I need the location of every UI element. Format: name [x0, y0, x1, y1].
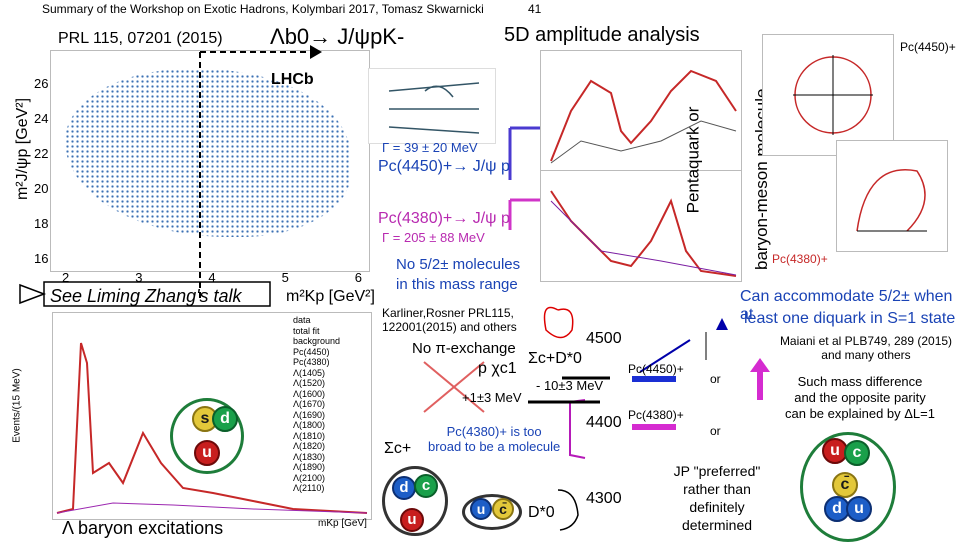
spectrum-legend: data total fit background Pc(4450) Pc(4380)… — [293, 315, 341, 493]
sigma-c-dstar: Σc+D*0 — [528, 350, 582, 367]
projection-plot-lower — [540, 170, 742, 282]
argand-plot-4380 — [836, 140, 948, 252]
no-molecules-line2: in this mass range — [396, 276, 518, 293]
quark-d-2: d — [392, 476, 416, 500]
or-1: or — [710, 372, 721, 386]
quark-cbar-3: c̄ — [492, 498, 514, 520]
no-molecules-line1: No 5/2± molecules — [396, 256, 521, 273]
pc4380-state: Pc(4380)+ — [628, 408, 684, 422]
page-number: 41 — [528, 2, 542, 16]
jp-note: JP "preferred" rather than definitely dete… — [673, 463, 761, 533]
lhcb-label: LHCb — [271, 71, 314, 88]
mass-shift-2: +1±3 MeV — [462, 390, 522, 405]
karliner-ref: Karliner,Rosner PRL115, 122001(2015) and … — [382, 306, 517, 334]
mass-shift-1: - 10±3 MeV — [536, 378, 604, 393]
quark-u: u — [194, 440, 220, 466]
no-pi-exchange: No π-exchange — [412, 340, 516, 357]
quark-d: d — [212, 406, 238, 432]
quark-c-4: c — [844, 440, 870, 466]
accommodate-line2: least one diquark in S=1 state — [744, 310, 956, 327]
pc4380-decay: Pc(4380)+→ J/ψ p — [378, 210, 510, 227]
quark-u-3: u — [470, 498, 492, 520]
mass-difference-note: Such mass difference and the opposite par… — [785, 374, 935, 421]
argand-label-4450: Pc(4450)+ — [900, 40, 956, 54]
pc4450-state: Pc(4450)+ — [628, 362, 684, 376]
pc4450-bar — [632, 376, 676, 382]
pc4380-bar — [632, 424, 676, 430]
too-broad-note: Pc(4380)+ is too broad to be a molecule — [428, 424, 561, 454]
liming-zhang-talk[interactable]: See Liming Zhang's talk — [50, 286, 242, 306]
projection-plot-upper — [540, 50, 742, 172]
pc4450-decay: Pc(4450)+→ J/ψ p — [378, 158, 510, 175]
dalitz-yticks: 26 24 22 20 18 16 — [34, 76, 49, 266]
maiani-ref: Maiani et al PLB749, 289 (2015) and many … — [779, 334, 953, 362]
mass-4500: 4500 — [586, 330, 622, 347]
quark-u-2: u — [400, 508, 424, 532]
decay-diagram — [368, 68, 496, 144]
sigma-c-label: Σc+ — [384, 440, 412, 457]
decay-title: Λb0→ J/ψpK- — [270, 24, 405, 49]
quark-cbar-4: c̄ — [832, 472, 858, 498]
amplitude-title: 5D amplitude analysis — [504, 24, 700, 46]
lambda-excitations: Λ baryon excitations — [62, 518, 224, 538]
diquark-ring-left — [170, 398, 244, 474]
dalitz-plot: LHCb — [50, 50, 370, 272]
argand-plot-4450 — [762, 34, 894, 156]
or-2: or — [710, 424, 721, 438]
dstar-ring — [462, 494, 522, 530]
dalitz-scatter — [65, 69, 351, 237]
mass-4300: 4300 — [586, 490, 622, 507]
gamma-4380: Γ = 205 ± 88 MeV — [382, 230, 485, 245]
mass-4400: 4400 — [586, 414, 622, 431]
quark-u-4: u — [822, 438, 848, 464]
quark-u-5: u — [846, 496, 872, 522]
accommodate-line1: Can accommodate 5/2± when at — [740, 288, 953, 323]
p-chi-c1: p χc1 — [478, 360, 517, 377]
gamma-4450: Γ = 39 ± 20 MeV — [382, 140, 478, 155]
quark-c-2: c — [414, 474, 438, 498]
publication-ref: PRL 115, 07201 (2015) — [58, 30, 223, 47]
argand-label-4380: Pc(4380)+ — [772, 252, 828, 266]
spectrum-x-axis-label: mKp [GeV] — [318, 518, 367, 529]
dalitz-x-axis-label: m²Kp [GeV²] — [286, 288, 375, 305]
dstar-label: D*0 — [528, 504, 555, 521]
spectrum-y-axis-label: Events/(15 MeV) — [11, 368, 23, 443]
pentaquark-label: Pentaquark or — [683, 106, 703, 214]
sigma-ring — [382, 466, 448, 536]
header-title: Summary of the Workshop on Exotic Hadron… — [42, 2, 484, 16]
